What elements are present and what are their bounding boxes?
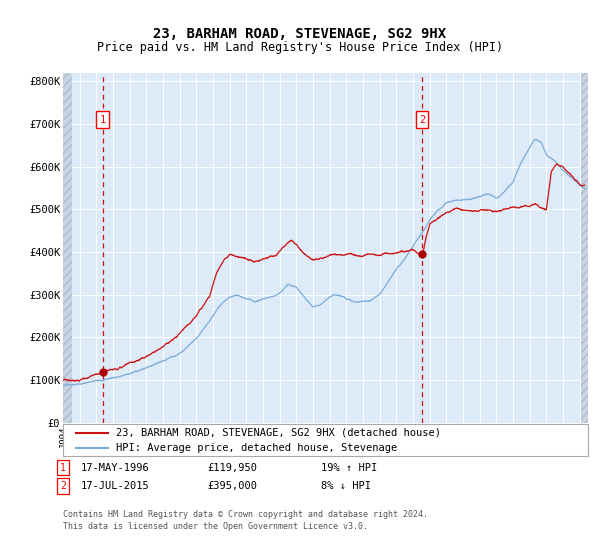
Bar (63, 73, 72, 423)
Text: This data is licensed under the Open Government Licence v3.0.: This data is licensed under the Open Gov… (63, 522, 368, 531)
Text: 1: 1 (60, 463, 66, 473)
Text: 23, BARHAM ROAD, STEVENAGE, SG2 9HX (detached house): 23, BARHAM ROAD, STEVENAGE, SG2 9HX (det… (115, 428, 440, 438)
FancyBboxPatch shape (63, 424, 588, 456)
Text: HPI: Average price, detached house, Stevenage: HPI: Average price, detached house, Stev… (115, 444, 397, 453)
Text: 2: 2 (60, 481, 66, 491)
Text: 8% ↓ HPI: 8% ↓ HPI (321, 481, 371, 491)
Text: £395,000: £395,000 (207, 481, 257, 491)
Text: 2: 2 (419, 115, 425, 125)
Text: 1: 1 (100, 115, 106, 125)
Text: 17-JUL-2015: 17-JUL-2015 (81, 481, 150, 491)
Text: £119,950: £119,950 (207, 463, 257, 473)
Text: Contains HM Land Registry data © Crown copyright and database right 2024.: Contains HM Land Registry data © Crown c… (63, 510, 428, 519)
Text: 19% ↑ HPI: 19% ↑ HPI (321, 463, 377, 473)
Text: 23, BARHAM ROAD, STEVENAGE, SG2 9HX: 23, BARHAM ROAD, STEVENAGE, SG2 9HX (154, 27, 446, 41)
Text: Price paid vs. HM Land Registry's House Price Index (HPI): Price paid vs. HM Land Registry's House … (97, 41, 503, 54)
Text: 17-MAY-1996: 17-MAY-1996 (81, 463, 150, 473)
Bar (581, 73, 588, 423)
